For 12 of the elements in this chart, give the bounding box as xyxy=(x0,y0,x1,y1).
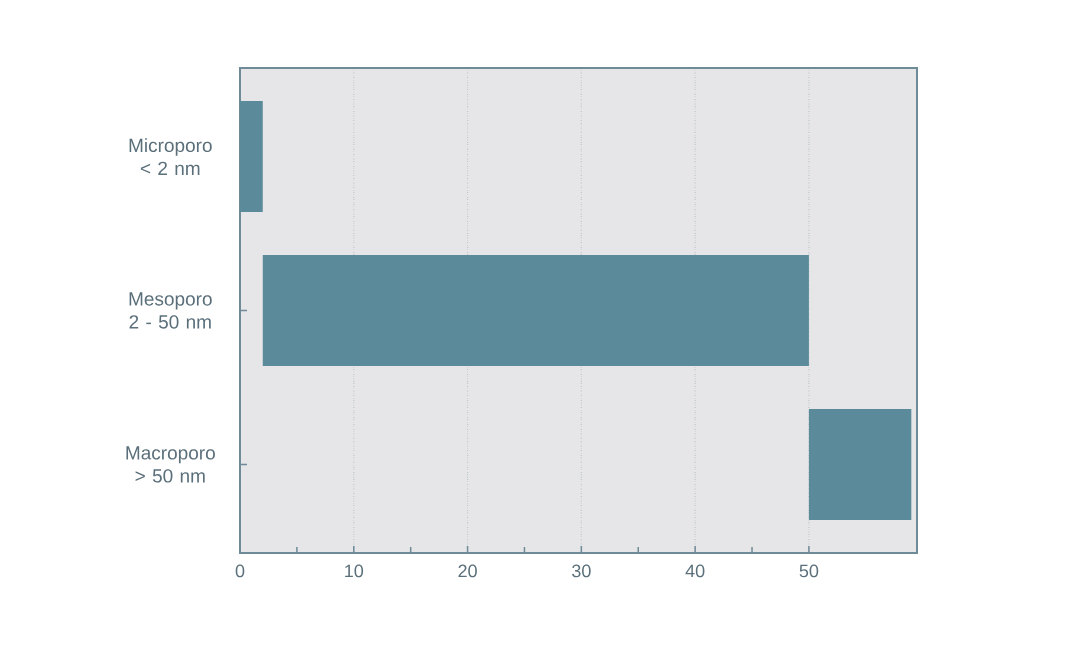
y-tick-label: Mesoporo 2 - 50 nm xyxy=(129,292,212,329)
x-tick-label: 40 xyxy=(685,564,705,578)
x-tick-label: 50 xyxy=(799,564,819,578)
x-tick-label: 20 xyxy=(458,564,477,578)
bar xyxy=(262,255,809,366)
bar xyxy=(808,409,912,520)
x-tick-label: 0 xyxy=(235,564,245,578)
x-tick-label: 10 xyxy=(345,564,364,578)
y-tick-label: Microporo < 2 nm xyxy=(129,138,212,175)
y-tick-label: Macroporo > 50 nm xyxy=(126,446,215,483)
bar xyxy=(240,101,263,212)
x-tick-label: 30 xyxy=(572,564,591,578)
